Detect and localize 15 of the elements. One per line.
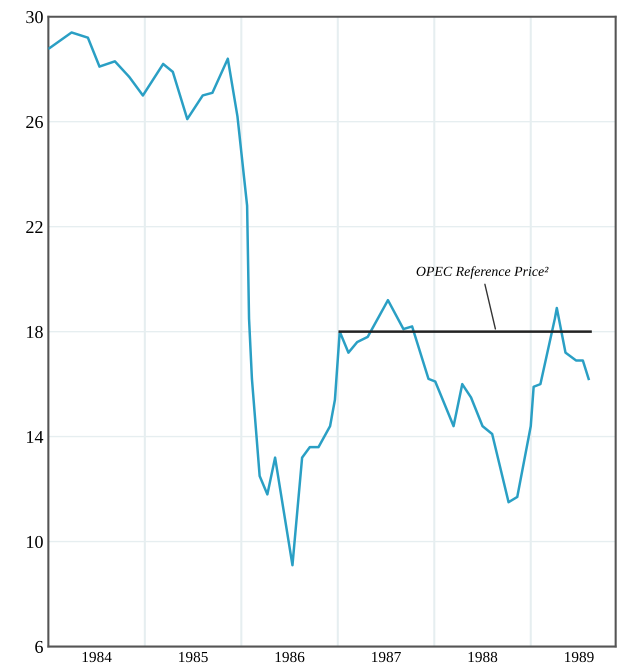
- x-tick-label: 1989: [565, 652, 594, 662]
- line-series: [48, 31, 590, 566]
- y-tick-label: 18: [27, 326, 43, 338]
- x-tick-label: 1984: [82, 652, 112, 662]
- annotation: OPEC Reference Price²: [416, 266, 549, 279]
- y-tick-label: 30: [26, 11, 43, 24]
- x-tick-label: 1985: [179, 652, 208, 662]
- y-tick-label: 14: [27, 430, 44, 443]
- x-tick-label: 1986: [276, 652, 304, 662]
- y-tick-label: 22: [26, 220, 43, 233]
- y-tick-label: 6: [35, 640, 43, 653]
- y-tick-label: 26: [26, 116, 43, 128]
- y-tick-label: 10: [27, 536, 43, 548]
- x-tick-label: 1988: [468, 652, 498, 662]
- x-tick-label: 1987: [372, 652, 401, 662]
